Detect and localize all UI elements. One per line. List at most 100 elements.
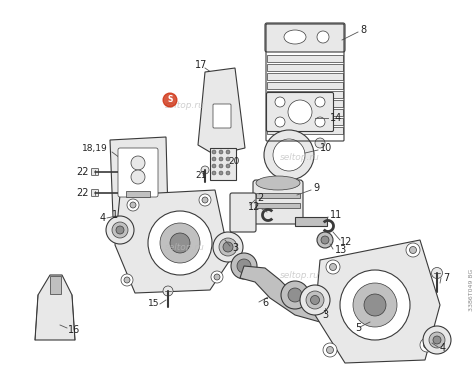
Text: seltop.ru: seltop.ru (280, 154, 320, 163)
Text: 16: 16 (68, 325, 80, 335)
Bar (267, 64, 343, 71)
Text: seltop.ru: seltop.ru (165, 100, 205, 110)
Bar (267, 91, 343, 98)
Text: seltop.ru: seltop.ru (165, 244, 205, 253)
Circle shape (170, 233, 190, 253)
Bar (267, 109, 343, 116)
Circle shape (131, 170, 145, 184)
Circle shape (219, 157, 223, 161)
Text: 15: 15 (148, 300, 159, 308)
Circle shape (340, 270, 410, 340)
Circle shape (315, 97, 325, 107)
Circle shape (333, 311, 347, 325)
Circle shape (212, 157, 216, 161)
Circle shape (127, 199, 139, 211)
Circle shape (219, 238, 237, 256)
Circle shape (353, 283, 397, 327)
Circle shape (201, 166, 209, 174)
Text: 18,19: 18,19 (82, 144, 108, 153)
Circle shape (130, 202, 136, 208)
Circle shape (327, 347, 334, 354)
FancyBboxPatch shape (91, 189, 99, 197)
Circle shape (431, 267, 443, 279)
Circle shape (226, 157, 230, 161)
Text: 4: 4 (440, 343, 446, 353)
Circle shape (237, 259, 251, 273)
Polygon shape (315, 240, 440, 363)
FancyBboxPatch shape (253, 180, 303, 224)
Text: 21: 21 (195, 170, 206, 179)
Text: 9: 9 (313, 183, 319, 193)
Circle shape (160, 223, 200, 263)
Circle shape (226, 150, 230, 154)
Text: S: S (167, 95, 173, 104)
Circle shape (226, 164, 230, 168)
Polygon shape (198, 68, 245, 155)
Circle shape (202, 197, 208, 203)
Circle shape (275, 117, 285, 127)
Circle shape (423, 326, 451, 354)
Circle shape (288, 100, 312, 124)
Circle shape (199, 194, 211, 206)
Circle shape (163, 93, 177, 107)
Circle shape (410, 247, 417, 254)
Circle shape (429, 332, 445, 348)
Circle shape (315, 138, 325, 148)
Text: 22: 22 (76, 167, 89, 177)
Bar (267, 127, 343, 134)
Text: 3386T049 8G: 3386T049 8G (470, 269, 474, 311)
Bar (267, 55, 343, 62)
Text: 12: 12 (340, 237, 352, 247)
Text: 7: 7 (443, 273, 449, 283)
Polygon shape (35, 275, 75, 340)
Circle shape (327, 305, 353, 331)
Circle shape (116, 226, 124, 234)
Circle shape (219, 171, 223, 175)
Circle shape (211, 271, 223, 283)
Circle shape (223, 242, 233, 252)
FancyBboxPatch shape (118, 148, 158, 197)
Circle shape (420, 338, 434, 352)
Text: 2: 2 (257, 193, 263, 203)
Circle shape (231, 253, 257, 279)
Bar (256, 203, 300, 208)
Circle shape (275, 138, 285, 148)
Circle shape (226, 171, 230, 175)
Circle shape (106, 216, 134, 244)
Text: 5: 5 (355, 323, 361, 333)
Circle shape (300, 285, 330, 315)
Bar (267, 73, 343, 80)
Bar (210, 148, 236, 180)
Bar (267, 118, 343, 125)
Text: 6: 6 (262, 298, 268, 308)
Circle shape (264, 130, 314, 180)
Circle shape (317, 232, 333, 248)
Circle shape (323, 343, 337, 357)
Text: 11: 11 (330, 210, 342, 220)
Circle shape (273, 139, 305, 171)
Text: 12: 12 (248, 202, 260, 212)
Polygon shape (115, 190, 230, 293)
Bar (295, 217, 327, 226)
Circle shape (326, 260, 340, 274)
FancyBboxPatch shape (266, 93, 334, 132)
FancyBboxPatch shape (230, 193, 256, 232)
Text: 20: 20 (228, 157, 239, 166)
Bar (126, 191, 150, 197)
Bar (267, 82, 343, 89)
Circle shape (148, 211, 212, 275)
FancyBboxPatch shape (213, 104, 231, 128)
Text: 14: 14 (330, 113, 342, 123)
Text: 3: 3 (232, 243, 238, 253)
Circle shape (317, 31, 329, 43)
Text: seltop.ru: seltop.ru (280, 270, 320, 279)
Circle shape (433, 336, 441, 344)
Circle shape (131, 156, 145, 170)
Circle shape (423, 342, 430, 348)
Circle shape (163, 286, 173, 296)
Polygon shape (240, 266, 320, 322)
Text: 13: 13 (335, 245, 347, 255)
Ellipse shape (256, 176, 300, 190)
Circle shape (112, 222, 128, 238)
Circle shape (310, 295, 319, 304)
